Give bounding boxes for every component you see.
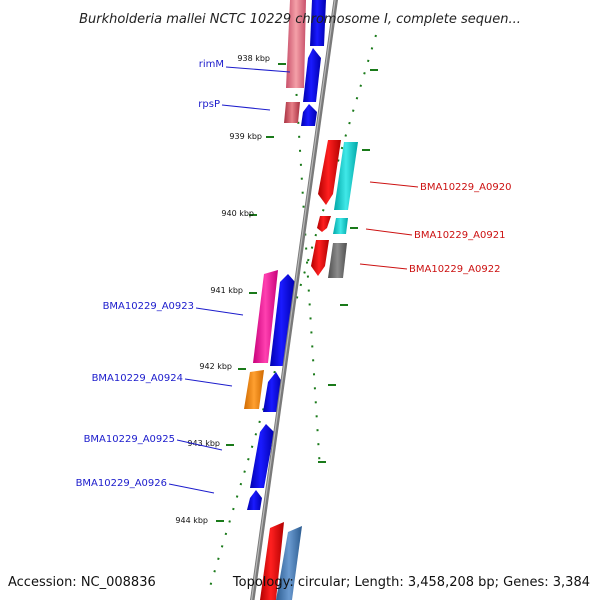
gene-arrow bbox=[310, 0, 326, 46]
tick-guide-outer bbox=[208, 34, 377, 591]
reverse-gene-labels: BMA10229_A0920 BMA10229_A0921 BMA10229_A… bbox=[359, 181, 511, 275]
gene-label-rimM: rimM bbox=[199, 59, 224, 70]
gene-arrow bbox=[253, 270, 278, 363]
gene-arrow bbox=[333, 218, 348, 234]
gene-label-rpsP: rpsP bbox=[198, 99, 220, 110]
gene-arrow bbox=[250, 424, 274, 488]
gene-label-bma10229-a0925: BMA10229_A0925 bbox=[84, 434, 175, 445]
leader-line bbox=[168, 483, 215, 494]
leader-line bbox=[184, 378, 233, 387]
genome-backbone bbox=[250, 0, 338, 600]
gene-arrow bbox=[286, 0, 306, 88]
tick-label: 939 kbp bbox=[229, 132, 262, 141]
tick-label: 941 kbp bbox=[210, 286, 243, 295]
gene-arrow bbox=[301, 104, 317, 126]
kbp-labels: 938 kbp 939 kbp 940 kbp 941 kbp 942 kbp … bbox=[175, 54, 270, 525]
gene-arrow bbox=[317, 216, 331, 232]
leader-line bbox=[225, 66, 291, 73]
leader-line bbox=[176, 439, 223, 451]
gene-arrow bbox=[260, 522, 284, 600]
gene-arrow bbox=[328, 243, 347, 278]
gene-arrow bbox=[284, 102, 300, 123]
leader-line bbox=[221, 104, 271, 111]
gene-arrow bbox=[334, 142, 358, 210]
gene-label-bma10229-a0921: BMA10229_A0921 bbox=[414, 230, 505, 241]
gene-arrow bbox=[318, 140, 341, 205]
forward-strand-features bbox=[244, 48, 321, 600]
gene-label-bma10229-a0926: BMA10229_A0926 bbox=[76, 478, 167, 489]
gene-label-bma10229-a0923: BMA10229_A0923 bbox=[103, 301, 194, 312]
leader-line bbox=[359, 263, 408, 270]
gene-label-bma10229-a0922: BMA10229_A0922 bbox=[409, 264, 500, 275]
gene-label-bma10229-a0920: BMA10229_A0920 bbox=[420, 182, 511, 193]
gene-arrow bbox=[311, 240, 329, 276]
tick-marks bbox=[216, 63, 378, 522]
gene-arrow bbox=[247, 490, 262, 510]
summary-text: Topology: circular; Length: 3,458,208 bp… bbox=[232, 575, 590, 590]
accession-text: Accession: NC_008836 bbox=[8, 575, 156, 590]
leader-line bbox=[369, 181, 419, 188]
tick-label: 944 kbp bbox=[175, 516, 208, 525]
gene-arrow bbox=[263, 372, 282, 412]
gene-arrow bbox=[244, 370, 264, 409]
gene-arrow bbox=[276, 526, 302, 600]
tick-label: 940 kbp bbox=[221, 209, 254, 218]
reverse-strand-features bbox=[284, 0, 358, 278]
gene-label-bma10229-a0924: BMA10229_A0924 bbox=[92, 373, 183, 384]
map-title: Burkholderia mallei NCTC 10229 chromosom… bbox=[79, 12, 521, 27]
leader-line bbox=[195, 307, 244, 316]
forward-gene-labels: rimM rpsP BMA10229_A0923 BMA10229_A0924 … bbox=[76, 59, 291, 494]
gene-arrow bbox=[270, 274, 295, 366]
tick-label: 943 kbp bbox=[187, 439, 220, 448]
gene-arrow bbox=[303, 48, 321, 102]
tick-label: 938 kbp bbox=[237, 54, 270, 63]
leader-line bbox=[365, 228, 413, 236]
tick-label: 942 kbp bbox=[199, 362, 232, 371]
